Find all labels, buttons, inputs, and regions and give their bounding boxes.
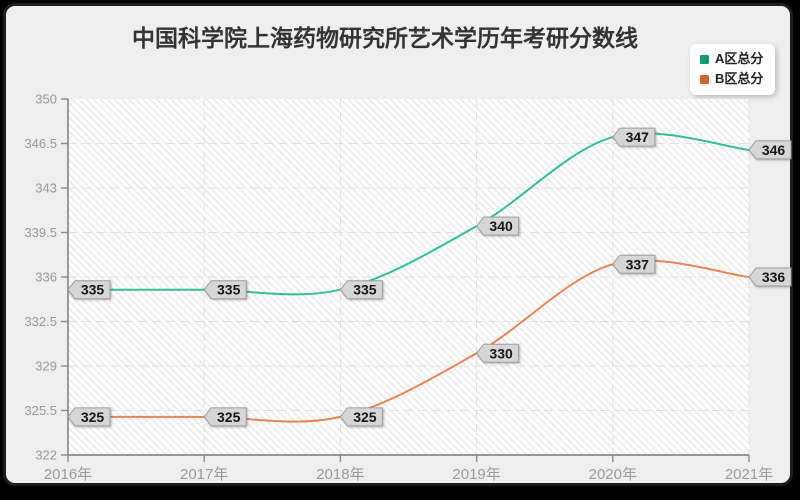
point-label-callout: 325	[339, 407, 383, 427]
callout-shape	[475, 216, 520, 236]
point-label-callout: 335	[67, 280, 111, 300]
point-label-callout: 325	[203, 407, 247, 427]
x-tick-label: 2019年	[452, 466, 500, 483]
point-label: 335	[353, 282, 377, 298]
point-label: 335	[81, 282, 105, 298]
point-label: 325	[353, 409, 377, 425]
point-label: 337	[626, 256, 650, 272]
point-label: 340	[489, 218, 513, 234]
x-tick-label: 2021年	[725, 466, 773, 483]
point-label-callout: 325	[67, 407, 111, 427]
point-label-callout: 346	[748, 140, 792, 160]
point-label: 325	[217, 409, 241, 425]
point-label-callout: 340	[475, 216, 520, 236]
point-label: 335	[217, 282, 241, 298]
callout-shape	[475, 343, 520, 363]
callout-shape	[67, 280, 111, 300]
legend-item-a[interactable]: A区总分	[700, 51, 763, 68]
chart-title: 中国科学院上海药物研究所艺术学历年考研分数线	[132, 25, 638, 51]
point-label-callout: 330	[475, 343, 520, 363]
y-tick-label: 339.5	[24, 225, 57, 240]
point-label-callout: 337	[612, 254, 656, 274]
legend-marker-icon	[700, 54, 709, 64]
y-tick-label: 350	[35, 92, 57, 107]
point-label-callout: 335	[203, 280, 247, 300]
callout-shape	[339, 407, 383, 427]
legend-marker-icon	[700, 74, 709, 84]
point-label: 336	[762, 269, 786, 285]
legend-item-b[interactable]: B区总分	[700, 71, 763, 88]
callout-shape	[612, 254, 656, 274]
y-tick-label: 336	[35, 270, 57, 285]
point-label: 325	[81, 409, 105, 425]
legend: A区总分 B区总分	[690, 44, 776, 95]
point-label-callout: 347	[612, 127, 656, 147]
point-label-callout: 335	[339, 280, 383, 300]
callout-shape	[203, 407, 247, 427]
y-tick-label: 322	[35, 448, 57, 463]
callout-shape	[612, 127, 656, 147]
y-tick-label: 332.5	[24, 314, 57, 329]
y-tick-label: 329	[35, 359, 57, 374]
callout-shape	[339, 280, 383, 300]
callout-shape	[748, 140, 792, 160]
point-label: 346	[762, 142, 786, 158]
point-label: 330	[489, 345, 513, 361]
y-tick-label: 343	[35, 181, 57, 196]
x-tick-label: 2017年	[180, 466, 228, 483]
callout-shape	[748, 267, 792, 287]
callout-shape	[203, 280, 247, 300]
x-tick-label: 2020年	[589, 466, 637, 483]
y-tick-label: 346.5	[24, 136, 57, 151]
x-tick-label: 2016年	[44, 466, 92, 483]
y-tick-label: 325.5	[24, 403, 57, 418]
point-label: 347	[626, 129, 650, 145]
point-label-callout: 336	[748, 267, 792, 287]
x-tick-label: 2018年	[316, 466, 364, 483]
legend-label: A区总分	[715, 51, 764, 66]
callout-shape	[67, 407, 111, 427]
legend-label: B区总分	[715, 70, 764, 86]
